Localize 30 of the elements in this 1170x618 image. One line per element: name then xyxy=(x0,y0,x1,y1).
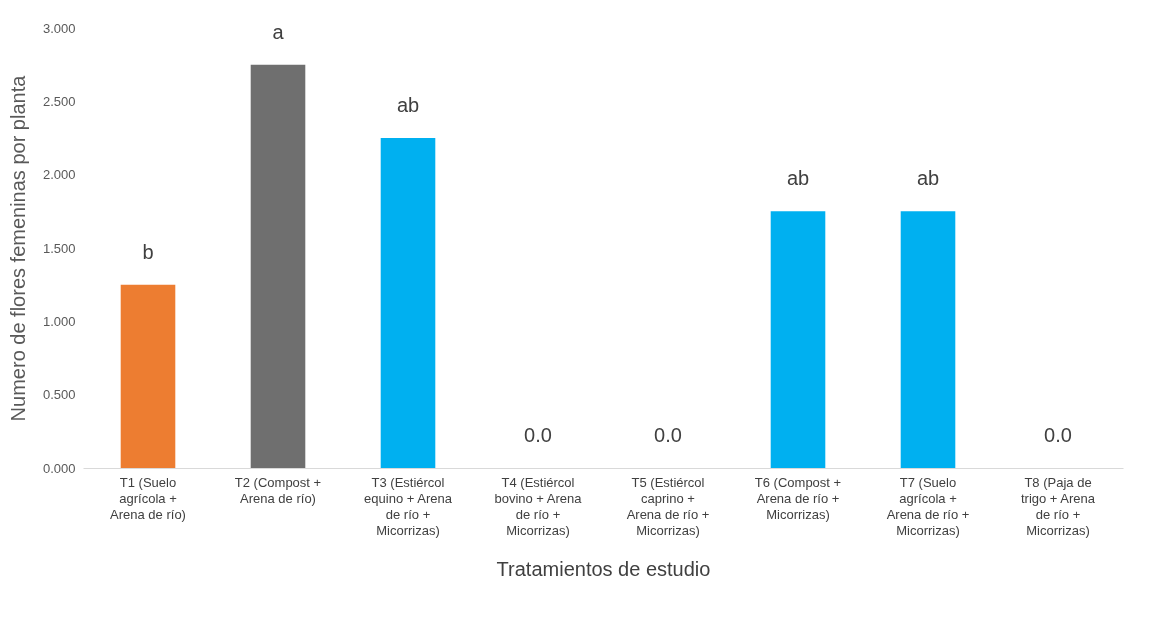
x-axis-title: Tratamientos de estudio xyxy=(496,557,711,580)
y-tick-label: 2.000 xyxy=(42,167,76,183)
y-tick-label: 0.500 xyxy=(42,387,76,403)
x-tick-label: T3 (Estiércol equino + Arena de río + Micorrizas) xyxy=(364,474,453,538)
data-label: ab xyxy=(916,167,940,190)
y-axis-title: Numero de flores femeninas por planta xyxy=(6,74,29,422)
bar xyxy=(250,64,306,468)
x-tick-label: T2 (Compost + Arena de río) xyxy=(234,474,322,506)
bar xyxy=(770,211,826,468)
bar xyxy=(900,211,956,468)
y-tick-label: 0.000 xyxy=(42,460,76,476)
data-label: 0.0 xyxy=(654,424,682,446)
data-label: 0.0 xyxy=(524,424,552,446)
y-tick-label: 1.500 xyxy=(42,240,76,256)
data-label: ab xyxy=(786,167,810,190)
x-tick-label: T6 (Compost + Arena de río + Micorrizas) xyxy=(754,474,842,522)
y-tick-label: 2.500 xyxy=(42,93,76,109)
data-label: ab xyxy=(396,94,420,116)
x-tick-label: T5 (Estiércol caprino + Arena de río + Micorrizas) xyxy=(626,474,710,538)
bar xyxy=(120,284,176,468)
data-label: a xyxy=(272,20,285,43)
y-tick-label: 3.000 xyxy=(42,20,76,36)
data-label: b xyxy=(142,240,154,263)
x-tick-label: T7 (Suelo agrícola + Arena de río + Micorrizas) xyxy=(886,474,970,538)
data-label: 0.0 xyxy=(1044,424,1072,446)
bar xyxy=(380,138,436,468)
x-tick-label: T1 (Suelo agrícola + Arena de río) xyxy=(110,474,186,522)
x-tick-label: T4 (Estiércol bovino + Arena de río + Micorrizas) xyxy=(494,474,583,538)
y-tick-label: 1.000 xyxy=(42,313,76,329)
x-tick-label: T8 (Paja de trigo + Arena de río + Micorrizas) xyxy=(1020,474,1096,538)
